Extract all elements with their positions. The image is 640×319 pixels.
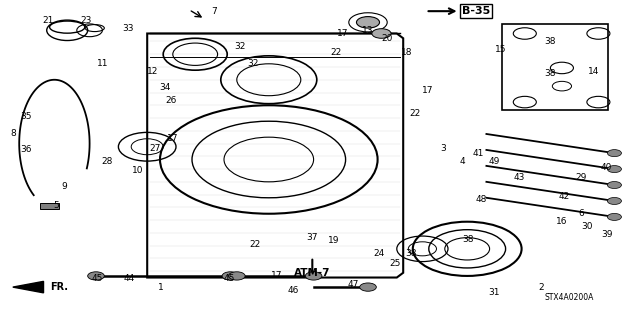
Text: 26: 26 — [166, 96, 177, 105]
Circle shape — [222, 272, 239, 280]
Text: 32: 32 — [234, 42, 246, 51]
Text: 11: 11 — [97, 59, 108, 68]
Text: 17: 17 — [337, 29, 348, 38]
Circle shape — [228, 272, 245, 280]
Text: 28: 28 — [102, 157, 113, 166]
Text: 47: 47 — [348, 280, 359, 289]
Text: 35: 35 — [20, 112, 31, 121]
Text: STX4A0200A: STX4A0200A — [545, 293, 595, 302]
Bar — [502, 24, 608, 110]
Text: ATM-7: ATM-7 — [294, 268, 331, 278]
Text: 38: 38 — [545, 69, 556, 78]
Text: 13: 13 — [362, 26, 374, 35]
Text: 2: 2 — [538, 283, 543, 292]
Text: 10: 10 — [132, 166, 143, 175]
Text: 38: 38 — [405, 249, 417, 258]
Text: 45: 45 — [223, 274, 235, 283]
Circle shape — [88, 272, 104, 280]
Circle shape — [607, 182, 621, 189]
Text: 24: 24 — [373, 249, 385, 258]
Text: 18: 18 — [401, 48, 412, 57]
Text: 21: 21 — [42, 16, 54, 25]
Text: 29: 29 — [575, 173, 587, 182]
Text: 46: 46 — [287, 286, 299, 295]
Text: 9: 9 — [61, 182, 67, 191]
Circle shape — [607, 150, 621, 157]
Circle shape — [607, 213, 621, 220]
Circle shape — [305, 272, 322, 280]
Text: B-35: B-35 — [462, 6, 490, 16]
Circle shape — [372, 29, 391, 38]
Text: 5: 5 — [54, 201, 59, 210]
Text: 17: 17 — [422, 86, 433, 95]
Text: 38: 38 — [463, 235, 474, 244]
Text: 43: 43 — [514, 173, 525, 182]
Text: 39: 39 — [601, 230, 612, 239]
Circle shape — [607, 166, 621, 173]
Text: 41: 41 — [473, 149, 484, 158]
Text: 22: 22 — [249, 240, 260, 249]
Text: 4: 4 — [460, 157, 465, 166]
Text: 19: 19 — [328, 236, 340, 245]
Circle shape — [356, 17, 380, 28]
Text: 36: 36 — [20, 145, 31, 154]
Text: 20: 20 — [381, 34, 393, 43]
Bar — [40, 203, 59, 209]
Polygon shape — [13, 281, 44, 293]
Text: 33: 33 — [122, 24, 134, 33]
Circle shape — [607, 197, 621, 204]
Text: 25: 25 — [390, 259, 401, 268]
Text: 23: 23 — [81, 16, 92, 25]
Text: 34: 34 — [159, 83, 171, 92]
Text: 40: 40 — [601, 163, 612, 172]
Text: 27: 27 — [149, 144, 161, 153]
Text: 16: 16 — [556, 217, 568, 226]
Text: 48: 48 — [476, 195, 487, 204]
Text: 8: 8 — [10, 130, 15, 138]
Text: 38: 38 — [545, 37, 556, 46]
Text: FR.: FR. — [50, 282, 68, 292]
Text: 44: 44 — [124, 274, 135, 283]
Text: 15: 15 — [495, 45, 506, 54]
Text: 6: 6 — [579, 209, 584, 218]
Text: 17: 17 — [167, 134, 179, 143]
Text: 30: 30 — [582, 222, 593, 231]
Text: 1: 1 — [159, 283, 164, 292]
Text: 45: 45 — [92, 274, 103, 283]
Text: 22: 22 — [330, 48, 342, 57]
Text: 42: 42 — [559, 192, 570, 201]
Text: 3: 3 — [440, 144, 445, 153]
Text: 49: 49 — [488, 157, 500, 166]
Text: 14: 14 — [588, 67, 600, 76]
Circle shape — [360, 283, 376, 291]
Text: 7: 7 — [212, 7, 217, 16]
Text: 22: 22 — [409, 109, 420, 118]
Text: 32: 32 — [247, 59, 259, 68]
Text: 17: 17 — [271, 271, 282, 280]
Text: 12: 12 — [147, 67, 158, 76]
Text: 37: 37 — [307, 233, 318, 242]
Text: 31: 31 — [488, 288, 500, 297]
